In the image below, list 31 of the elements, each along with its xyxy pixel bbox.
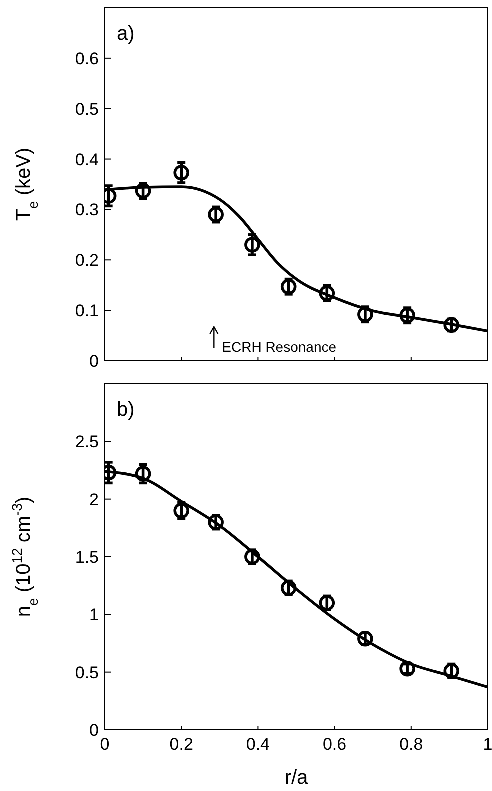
y-tick-label: 1.5 <box>75 548 99 568</box>
y-tick-label: 2.5 <box>75 432 99 452</box>
point <box>358 306 374 323</box>
annotation: ECRH Resonance <box>222 339 337 355</box>
x-tick-label: 0.6 <box>322 735 347 754</box>
y-tick-label: 0.4 <box>75 150 99 170</box>
x-tick-label: 0.8 <box>400 735 424 754</box>
y-tick-label: 1 <box>90 606 99 625</box>
x-axis-title: r/a <box>284 767 310 789</box>
point <box>244 237 260 253</box>
y-tick-label: 0.5 <box>75 100 99 119</box>
y-tick-label: 0 <box>90 352 99 372</box>
x-tick-label: 1 <box>483 735 492 754</box>
point <box>174 165 190 181</box>
y-tick-label: 0.2 <box>75 251 99 270</box>
x-tick-label: 0.4 <box>246 735 270 754</box>
y-tick-label: 0 <box>90 721 99 740</box>
y-tick-label: 0.1 <box>75 302 99 321</box>
y-tick-label: 0.6 <box>75 49 99 68</box>
y-tick-label: 0.3 <box>75 200 99 220</box>
point <box>174 502 190 519</box>
point <box>208 206 224 223</box>
point <box>208 514 224 530</box>
point <box>135 466 152 482</box>
y-tick-label: 0.5 <box>75 663 99 682</box>
y-tick-label: 2 <box>90 490 99 510</box>
annotation: b) <box>117 399 135 421</box>
x-tick-label: 0.2 <box>170 735 194 754</box>
point <box>280 278 297 295</box>
line-series <box>105 186 488 333</box>
annotation: a) <box>117 23 135 45</box>
